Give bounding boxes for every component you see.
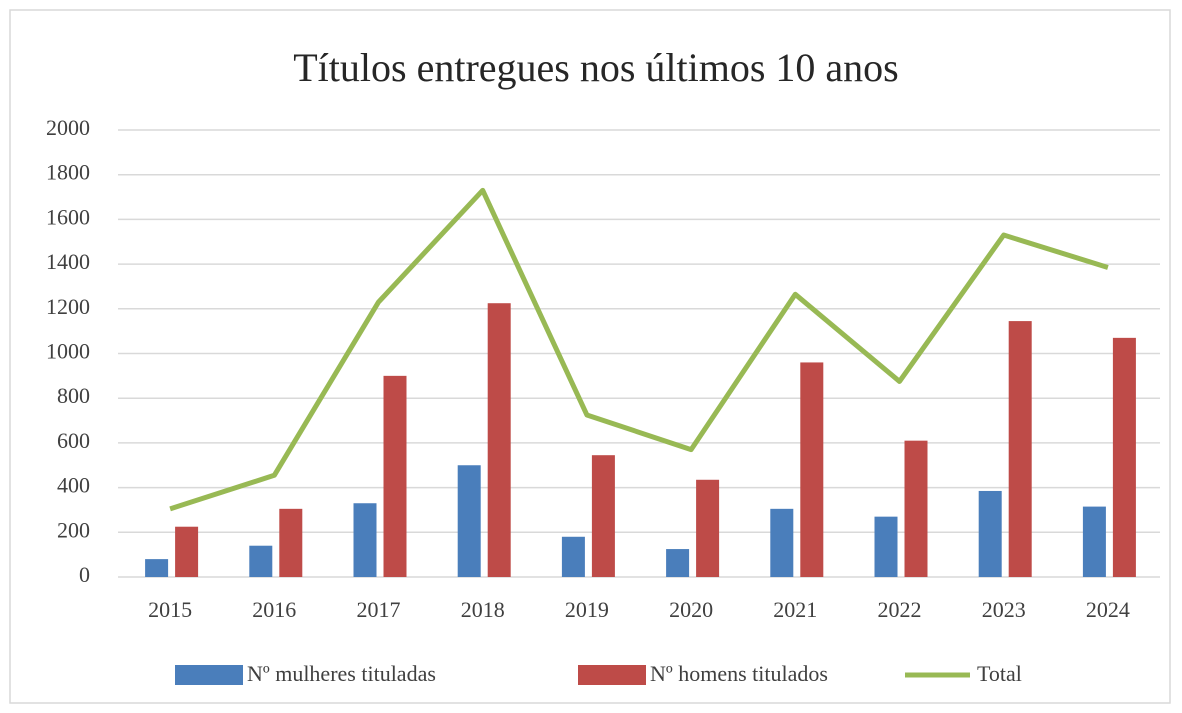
legend-label: Nº homens titulados xyxy=(650,661,828,686)
bar xyxy=(800,362,824,577)
bar xyxy=(696,479,720,577)
x-tick-label: 2015 xyxy=(148,597,192,622)
y-tick-label: 0 xyxy=(79,562,90,587)
line xyxy=(169,187,1109,512)
y-tick-label: 600 xyxy=(57,428,90,453)
x-tick-label: 2021 xyxy=(773,597,817,622)
bar xyxy=(1082,506,1106,577)
bar xyxy=(770,508,794,577)
legend-label: Total xyxy=(977,661,1022,686)
bar xyxy=(978,490,1002,577)
y-tick-label: 1400 xyxy=(46,249,90,274)
x-tick-label: 2020 xyxy=(669,597,713,622)
x-tick-label: 2016 xyxy=(252,597,296,622)
bar xyxy=(666,549,690,577)
y-tick-label: 1800 xyxy=(46,160,90,185)
legend-swatch xyxy=(175,665,243,685)
y-tick-label: 200 xyxy=(57,517,90,542)
y-tick-label: 400 xyxy=(57,473,90,498)
x-tick-label: 2017 xyxy=(357,597,401,622)
x-tick-label: 2019 xyxy=(565,597,609,622)
y-tick-label: 800 xyxy=(57,383,90,408)
bar xyxy=(591,455,615,577)
chart-border xyxy=(9,9,1171,704)
bar xyxy=(175,526,199,577)
bar xyxy=(279,508,303,577)
x-tick-label: 2024 xyxy=(1086,597,1130,622)
bar xyxy=(383,375,407,577)
bar xyxy=(457,465,481,577)
y-tick-label: 1000 xyxy=(46,339,90,364)
legend-swatch xyxy=(578,665,646,685)
bar xyxy=(561,536,585,577)
x-tick-label: 2018 xyxy=(461,597,505,622)
x-tick-label: 2022 xyxy=(878,597,922,622)
legend-label: Nº mulheres tituladas xyxy=(247,661,436,686)
bar xyxy=(904,440,928,577)
bar xyxy=(1008,321,1032,577)
bar xyxy=(1112,337,1136,577)
bar xyxy=(353,503,377,577)
x-tick-label: 2023 xyxy=(982,597,1026,622)
y-tick-label: 2000 xyxy=(46,115,90,140)
chart-title: Títulos entregues nos últimos 10 anos xyxy=(293,45,899,90)
bar xyxy=(249,545,273,577)
bar xyxy=(874,516,898,577)
y-tick-label: 1600 xyxy=(46,204,90,229)
bar xyxy=(145,559,169,577)
y-tick-label: 1200 xyxy=(46,294,90,319)
bar xyxy=(487,303,511,577)
